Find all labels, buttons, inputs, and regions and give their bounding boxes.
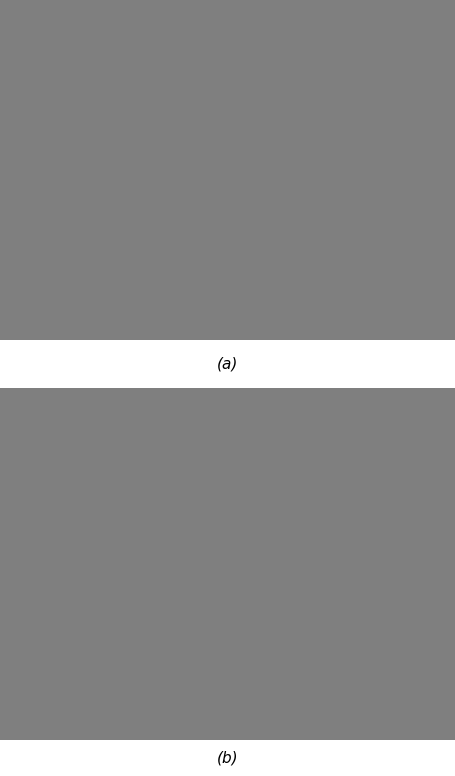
Text: (b): (b) <box>217 750 238 765</box>
Text: (a): (a) <box>217 356 238 372</box>
